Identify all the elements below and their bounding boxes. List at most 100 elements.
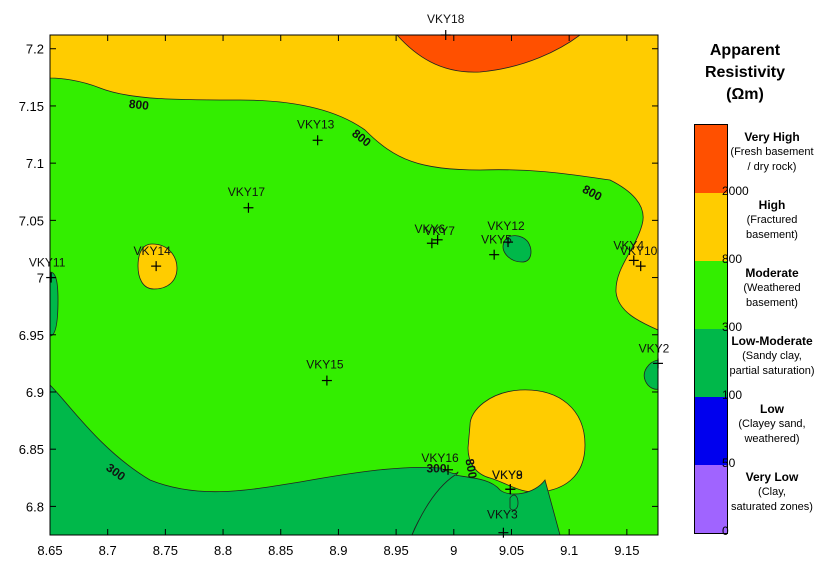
station-label: VKY5 [481,233,512,247]
station-vky13: VKY13 [297,117,335,146]
station-label: VKY12 [487,219,525,233]
x-tick-label: 8.85 [268,543,293,558]
legend-class: Very Low (Clay, saturated zones) [722,470,822,515]
zone-very-high [396,35,581,73]
legend: Apparent Resistivity (Ωm) Very High (Fres… [670,40,830,537]
legend-color-bar [694,124,728,534]
legend-class-name: Low-Moderate [731,334,813,348]
legend-class-name: High [758,198,786,212]
station-label: VKY13 [297,117,335,131]
station-vky11: VKY11 [29,256,66,283]
legend-swatch [695,397,727,465]
contour-label: 800 [128,97,150,113]
station-vky7: VKY7 [424,224,455,245]
station-label: VKY4 [613,238,644,252]
zone-low-moderate-south [411,474,561,535]
legend-title-line3: (Ωm) [726,86,764,103]
y-tick-label: 7.2 [26,42,44,57]
station-label: VKY6 [415,222,446,236]
legend-class-description: basement) [746,229,798,241]
y-tick-label: 7.15 [19,99,44,114]
y-tick-label: 6.85 [19,442,44,457]
legend-class-name: Moderate [745,266,799,280]
station-label: VKY16 [421,451,459,465]
legend-class-description: basement) [746,297,798,309]
legend-class-name: Low [760,402,784,416]
legend-break-value: 50 [722,456,736,470]
legend-class-name: Very High [744,130,800,144]
x-tick-label: 8.95 [383,543,408,558]
station-label: VKY14 [133,244,171,258]
legend-title: Apparent Resistivity (Ωm) [670,40,820,106]
station-vky8: VKY8 [492,468,523,495]
x-tick-label: 8.75 [153,543,178,558]
legend-class: Low (Clayey sand, weathered) [722,402,822,447]
station-vky17: VKY17 [228,185,266,213]
legend-break-value: 0 [722,524,729,538]
legend-swatch [695,125,727,193]
legend-class-description: (Weathered [743,282,801,294]
legend-swatch [695,329,727,397]
legend-class-name: Very Low [745,470,799,484]
legend-class: Moderate (Weathered basement) [722,266,822,311]
contour-label: 300 [426,462,446,476]
contour-label: 800 [462,458,479,480]
x-tick-label: 9 [450,543,457,558]
station-vky10: VKY10 [620,244,658,272]
station-vky2: VKY2 [639,341,670,369]
legend-class-description: (Fresh basement [730,146,814,158]
station-vky15: VKY15 [306,358,344,386]
y-tick-label: 6.9 [26,385,44,400]
legend-break-value: 100 [722,388,743,402]
station-vky12: VKY12 [487,219,525,248]
legend-break-value: 2000 [722,184,749,198]
station-label: VKY11 [29,256,66,270]
legend-swatch [695,465,727,533]
station-vky3: VKY3 [487,508,518,538]
legend-class-description: (Fractured [746,214,798,226]
x-tick-label: 9.15 [614,543,639,558]
zone-low-moderate-vky3 [509,494,519,511]
x-tick-label: 8.65 [37,543,62,558]
x-axis: 8.65 8.7 8.75 8.8 8.85 8.9 8.95 9 9.05 9.1 9.15 [37,35,640,558]
station-label: VKY10 [620,244,658,258]
legend-swatch [695,261,727,329]
y-tick-label: 7.1 [26,156,44,171]
legend-title-line1: Apparent [709,42,781,59]
legend-break-value: 300 [722,320,743,334]
x-tick-label: 9.1 [560,543,578,558]
x-tick-label: 9.05 [499,543,524,558]
zone-high-north [50,35,658,331]
x-tick-label: 8.8 [214,543,232,558]
station-label: VKY3 [487,508,518,522]
legend-swatch [695,193,727,261]
legend-break-value: 800 [722,252,743,266]
x-tick-label: 8.7 [99,543,117,558]
plot-frame [49,34,659,536]
station-label: VKY15 [306,358,344,372]
map-surface [50,35,658,535]
zone-low-moderate-vky2 [643,359,658,390]
legend-class-description: (Clayey sand, [738,418,806,430]
y-tick-label: 7 [37,271,44,286]
station-label: VKY18 [427,12,465,26]
legend-class: Very High (Fresh basement / dry rock) [722,130,822,175]
station-vky14: VKY14 [133,244,171,272]
legend-title-line2: Resistivity [704,64,786,81]
legend-class-description: partial saturation) [729,365,815,377]
y-axis: 7.2 7.15 7.1 7.05 7 6.95 6.9 6.85 6.8 [19,42,658,514]
station-vky16: VKY16 [421,451,459,475]
station-vky5: VKY5 [481,233,512,260]
station-label: VKY7 [424,224,455,238]
legend-class: High (Fractured basement) [722,198,822,243]
station-label: VKY2 [639,341,670,355]
station-vky6: VKY6 [415,222,446,249]
station-label: VKY17 [228,185,266,199]
legend-class: Low-Moderate (Sandy clay, partial saturati… [722,334,822,379]
station-vky18: VKY18 [427,12,465,40]
station-vky4: VKY4 [613,238,644,266]
zone-high-southeast [467,389,586,493]
